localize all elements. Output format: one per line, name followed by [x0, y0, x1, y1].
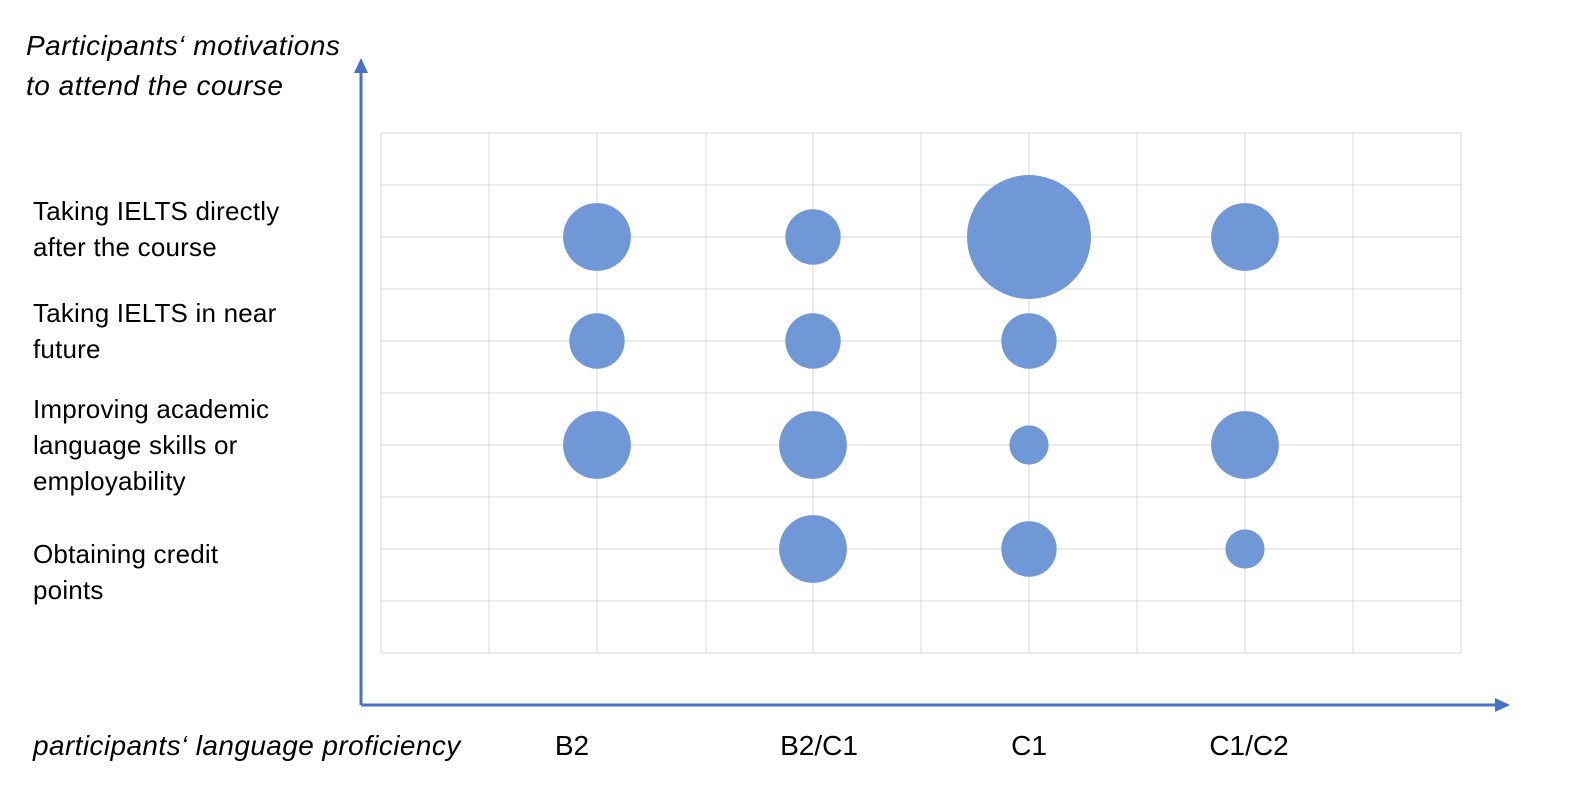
y-category-line: employability: [33, 466, 186, 496]
x-tick-label: C1/C2: [1209, 730, 1289, 761]
bubble: [779, 515, 847, 583]
chart-axes: [354, 58, 1510, 712]
y-category-line: language skills or: [33, 430, 238, 460]
y-category-label: Obtaining credit points: [33, 536, 218, 608]
bubble: [785, 209, 841, 265]
y-category-line: points: [33, 575, 104, 605]
y-axis-title-line: Participants‘ motivations: [26, 30, 341, 61]
y-axis-arrowhead: [354, 58, 368, 73]
bubble: [967, 175, 1091, 299]
bubble: [785, 313, 841, 369]
y-axis-title: Participants‘ motivations to attend the …: [26, 26, 340, 106]
y-category-line: Taking IELTS in near: [33, 298, 277, 328]
y-category-label: Taking IELTS in near future: [33, 295, 276, 367]
chart-grid: [380, 132, 1462, 654]
y-category-label: Improving academic language skills or em…: [33, 391, 269, 499]
bubble: [563, 203, 631, 271]
y-category-label: Taking IELTS directly after the course: [33, 193, 279, 265]
bubble-layer: [563, 175, 1279, 583]
x-tick-label: B2/C1: [780, 730, 858, 761]
y-category-line: Improving academic: [33, 394, 270, 424]
bubble: [569, 313, 625, 369]
bubble: [779, 411, 847, 479]
x-axis-title: participants‘ language proficiency: [33, 730, 461, 761]
x-axis-arrowhead: [1495, 698, 1510, 712]
bubble: [1009, 425, 1049, 465]
bubble: [1225, 529, 1265, 569]
bubble: [1001, 521, 1057, 577]
y-category-line: future: [33, 334, 101, 364]
y-category-line: Obtaining credit: [33, 539, 219, 569]
bubble: [563, 411, 631, 479]
bubble: [1211, 411, 1279, 479]
x-tick-label: C1: [1011, 730, 1047, 761]
y-category-line: after the course: [33, 232, 217, 262]
x-tick-label: B2: [554, 730, 590, 761]
y-axis-title-line: to attend the course: [26, 70, 284, 101]
y-category-line: Taking IELTS directly: [33, 196, 280, 226]
bubble: [1001, 313, 1057, 369]
bubble: [1211, 203, 1279, 271]
